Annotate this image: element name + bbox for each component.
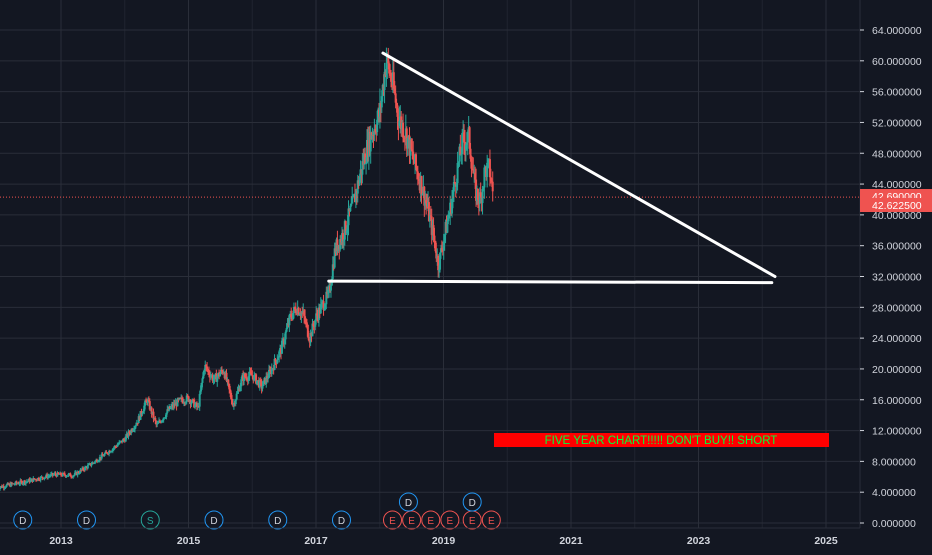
candle-body <box>285 332 287 340</box>
earnings-marker-label: E <box>469 516 476 527</box>
y-tick-label: 12.000000 <box>872 426 922 438</box>
last-close-badge: 42.622500 <box>860 198 932 212</box>
dividend-marker[interactable]: D <box>78 511 96 529</box>
x-tick-label: 2017 <box>304 535 328 547</box>
dividend-marker-label: D <box>210 516 217 527</box>
last-close-label: 42.622500 <box>872 200 922 212</box>
earnings-marker[interactable]: E <box>422 511 440 529</box>
candle-body <box>421 176 423 195</box>
x-tick-label: 2023 <box>687 535 711 547</box>
y-tick-label: 48.000000 <box>872 148 922 160</box>
candle-body <box>330 285 332 290</box>
y-tick-label: 24.000000 <box>872 333 922 345</box>
dividend-marker[interactable]: D <box>463 493 481 511</box>
dividend-marker[interactable]: D <box>399 493 417 511</box>
split-marker[interactable]: S <box>141 511 159 529</box>
dividend-marker-label: D <box>19 516 26 527</box>
candle-body <box>91 464 93 465</box>
candle-body <box>141 413 143 414</box>
dividend-marker[interactable]: D <box>205 511 223 529</box>
candle-body <box>350 204 352 206</box>
dividend-marker[interactable]: D <box>333 511 351 529</box>
earnings-marker[interactable]: E <box>441 511 459 529</box>
dividend-marker-label: D <box>338 516 345 527</box>
annotation-text: FIVE YEAR CHART!!!!! DON'T BUY!! SHORT <box>545 435 778 447</box>
earnings-marker[interactable]: E <box>403 511 421 529</box>
dividend-marker[interactable]: D <box>14 511 32 529</box>
x-tick-label: 2019 <box>432 535 456 547</box>
earnings-marker[interactable]: E <box>482 511 500 529</box>
y-tick-label: 52.000000 <box>872 117 922 129</box>
y-tick-label: 28.000000 <box>872 302 922 314</box>
x-tick-label: 2015 <box>177 535 201 547</box>
y-tick-label: 32.000000 <box>872 272 922 284</box>
x-tick-label: 2013 <box>49 535 73 547</box>
dividend-marker[interactable]: D <box>269 511 287 529</box>
candle-body <box>42 477 44 478</box>
candle-body <box>94 461 96 463</box>
earnings-marker[interactable]: E <box>384 511 402 529</box>
candle-body <box>415 154 417 167</box>
earnings-marker-label: E <box>427 516 434 527</box>
candle-body <box>402 123 404 138</box>
candle-body <box>227 380 229 384</box>
y-tick-label: 0.000000 <box>872 518 916 530</box>
split-marker-label: S <box>147 516 154 527</box>
candle-body <box>87 465 89 468</box>
dividend-marker-label: D <box>274 516 281 527</box>
candle-body <box>27 481 29 482</box>
candle-body <box>492 182 494 192</box>
earnings-marker-label: E <box>488 516 495 527</box>
candle-body <box>30 480 32 482</box>
y-tick-label: 36.000000 <box>872 241 922 253</box>
candle-body <box>262 386 264 389</box>
earnings-marker-label: E <box>389 516 396 527</box>
x-tick-label: 2025 <box>814 535 838 547</box>
trendline-horizontal-support[interactable] <box>329 281 772 283</box>
y-tick-label: 60.000000 <box>872 56 922 68</box>
y-tick-label: 64.000000 <box>872 25 922 37</box>
earnings-marker-label: E <box>447 516 454 527</box>
dividend-marker-label: D <box>83 516 90 527</box>
earnings-marker[interactable]: E <box>463 511 481 529</box>
candle-body <box>236 394 238 400</box>
candle-body <box>240 379 242 386</box>
candle-body <box>433 236 435 241</box>
candle-body <box>276 360 278 363</box>
dividend-marker-label: D <box>469 498 476 509</box>
candle-body <box>199 394 201 407</box>
y-tick-label: 16.000000 <box>872 395 922 407</box>
annotation-box[interactable]: FIVE YEAR CHART!!!!! DON'T BUY!! SHORT <box>494 433 829 447</box>
y-tick-label: 56.000000 <box>872 87 922 99</box>
y-tick-label: 4.000000 <box>872 487 916 499</box>
y-tick-label: 8.000000 <box>872 456 916 468</box>
x-tick-label: 2021 <box>559 535 583 547</box>
candle-body <box>274 359 276 362</box>
y-tick-label: 20.000000 <box>872 364 922 376</box>
earnings-marker-label: E <box>408 516 415 527</box>
dividend-marker-label: D <box>405 498 412 509</box>
